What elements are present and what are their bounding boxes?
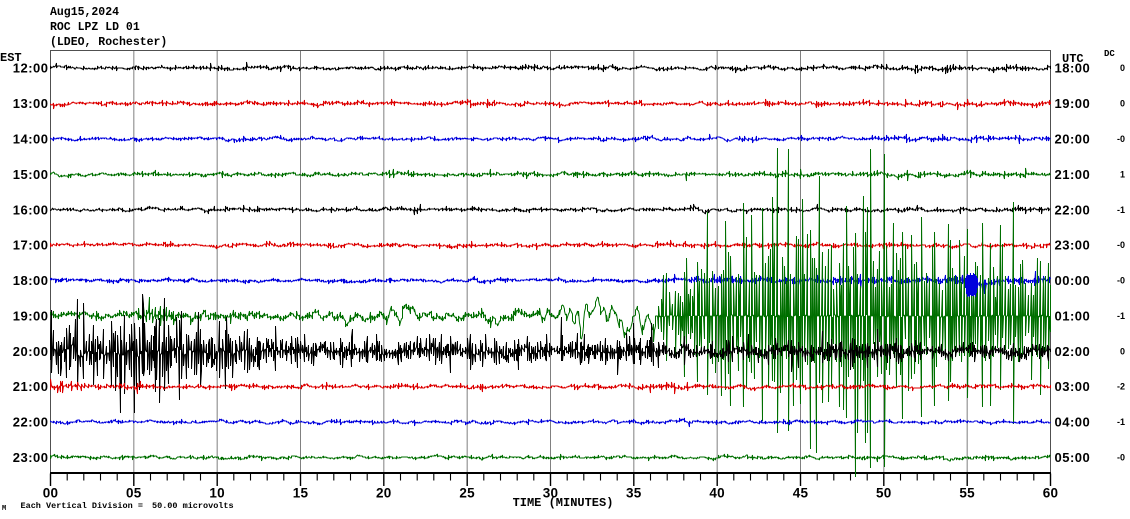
- svg-text:23:00: 23:00: [1055, 238, 1091, 253]
- svg-text:20: 20: [376, 486, 392, 501]
- svg-text:00:00: 00:00: [1055, 273, 1091, 288]
- svg-text:-1: -1: [1117, 205, 1125, 215]
- svg-text:05: 05: [126, 486, 142, 501]
- svg-text:03:00: 03:00: [1055, 379, 1091, 394]
- svg-text:22:00: 22:00: [13, 415, 49, 430]
- svg-text:50: 50: [876, 486, 892, 501]
- svg-text:30: 30: [543, 486, 559, 501]
- svg-text:21:00: 21:00: [1055, 167, 1091, 182]
- svg-text:17:00: 17:00: [13, 238, 49, 253]
- svg-text:60: 60: [1043, 486, 1059, 501]
- svg-text:Each Vertical Division =: Each Vertical Division =: [21, 501, 143, 511]
- svg-text:ROC LPZ LD 01: ROC LPZ LD 01: [50, 21, 140, 34]
- svg-text:20:00: 20:00: [13, 344, 49, 359]
- svg-text:-2: -2: [1117, 382, 1125, 392]
- svg-text:20:00: 20:00: [1055, 132, 1091, 147]
- svg-text:(LDEO, Rochester): (LDEO, Rochester): [50, 36, 167, 49]
- svg-text:M: M: [2, 505, 6, 513]
- svg-text:-0: -0: [1117, 453, 1125, 463]
- svg-text:TIME (MINUTES): TIME (MINUTES): [513, 496, 614, 510]
- svg-text:Aug15,2024: Aug15,2024: [50, 6, 119, 19]
- svg-text:0: 0: [1120, 63, 1125, 73]
- svg-text:10: 10: [209, 486, 225, 501]
- svg-text:02:00: 02:00: [1055, 344, 1091, 359]
- svg-text:18:00: 18:00: [13, 273, 49, 288]
- svg-text:04:00: 04:00: [1055, 415, 1091, 430]
- svg-text:19:00: 19:00: [13, 308, 49, 323]
- svg-text:19:00: 19:00: [1055, 96, 1091, 111]
- svg-text:16:00: 16:00: [13, 202, 49, 217]
- svg-text:DC: DC: [1104, 49, 1115, 59]
- svg-text:1: 1: [1120, 169, 1125, 179]
- svg-text:-0: -0: [1117, 134, 1125, 144]
- svg-text:15:00: 15:00: [13, 167, 49, 182]
- svg-text:14:00: 14:00: [13, 132, 49, 147]
- svg-text:-1: -1: [1117, 311, 1125, 321]
- svg-text:0: 0: [1120, 99, 1125, 109]
- svg-text:12:00: 12:00: [13, 61, 49, 76]
- svg-text:00: 00: [43, 486, 59, 501]
- svg-text:35: 35: [626, 486, 642, 501]
- svg-text:18:00: 18:00: [1055, 61, 1091, 76]
- svg-text:01:00: 01:00: [1055, 308, 1091, 323]
- svg-text:25: 25: [459, 486, 475, 501]
- svg-text:0: 0: [1120, 346, 1125, 356]
- svg-text:05:00: 05:00: [1055, 450, 1091, 465]
- svg-text:50.00 microvolts: 50.00 microvolts: [152, 501, 234, 511]
- svg-text:45: 45: [793, 486, 809, 501]
- svg-text:UTC: UTC: [1062, 52, 1084, 66]
- svg-text:-1: -1: [1117, 417, 1125, 427]
- svg-text:-0: -0: [1117, 276, 1125, 286]
- svg-text:EST: EST: [0, 51, 22, 65]
- svg-text:-0: -0: [1117, 240, 1125, 250]
- svg-text:23:00: 23:00: [13, 450, 49, 465]
- svg-text:22:00: 22:00: [1055, 202, 1091, 217]
- svg-text:21:00: 21:00: [13, 379, 49, 394]
- svg-text:55: 55: [959, 486, 975, 501]
- svg-text:13:00: 13:00: [13, 96, 49, 111]
- svg-text:40: 40: [709, 486, 725, 501]
- svg-text:15: 15: [293, 486, 309, 501]
